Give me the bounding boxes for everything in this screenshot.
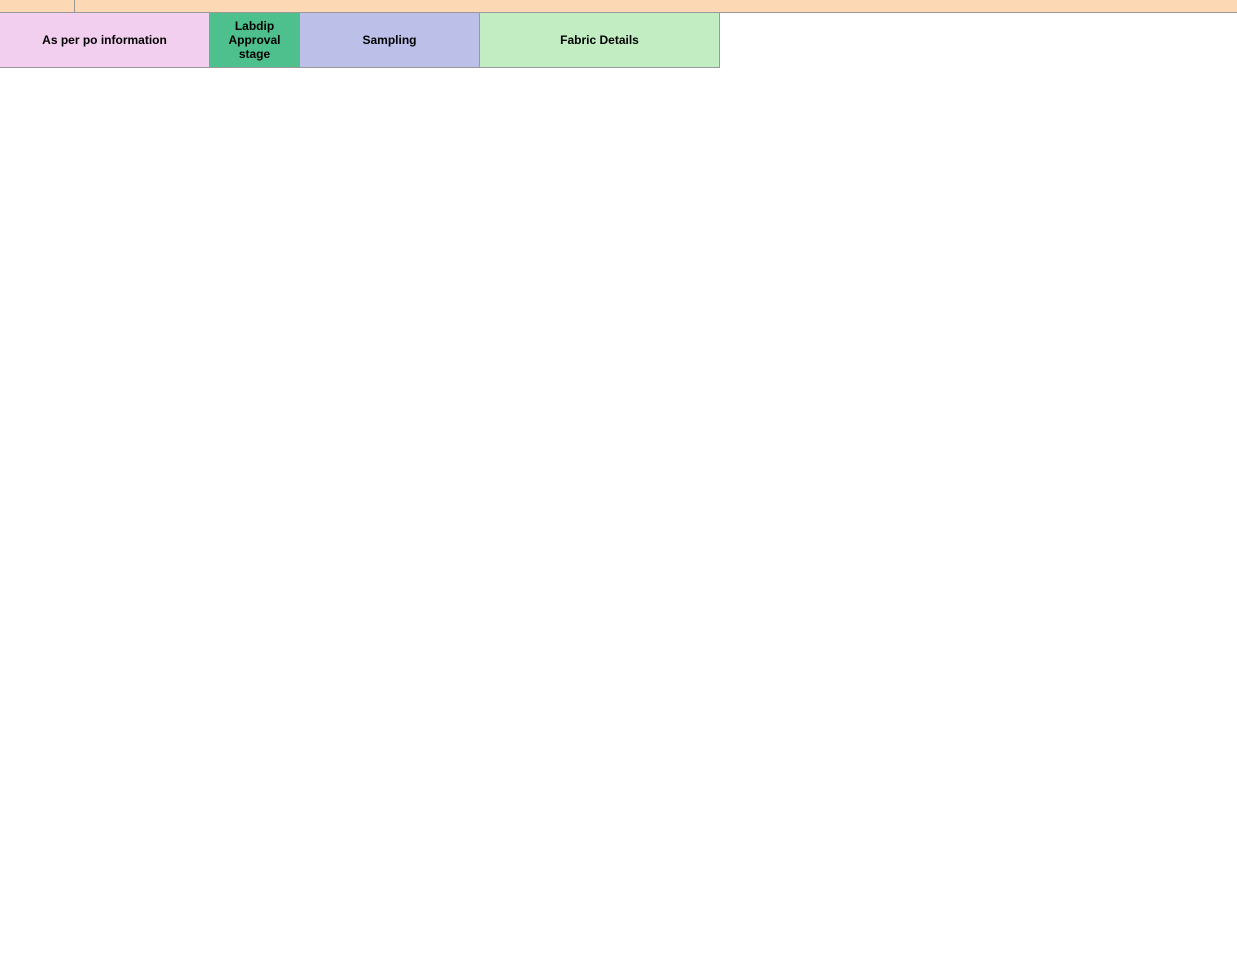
group-header: Labdip Approval stage	[210, 13, 300, 68]
group-header: Sampling	[300, 13, 480, 68]
page-title	[75, 0, 1237, 12]
group-header: As per po information	[0, 13, 210, 68]
group-header: Fabric Details	[480, 13, 720, 68]
group-header-row: As per po informationLabdip Approval sta…	[0, 13, 1237, 68]
title-row	[0, 0, 1237, 13]
corner-box	[0, 0, 75, 12]
spreadsheet-sheet: As per po informationLabdip Approval sta…	[0, 0, 1237, 68]
